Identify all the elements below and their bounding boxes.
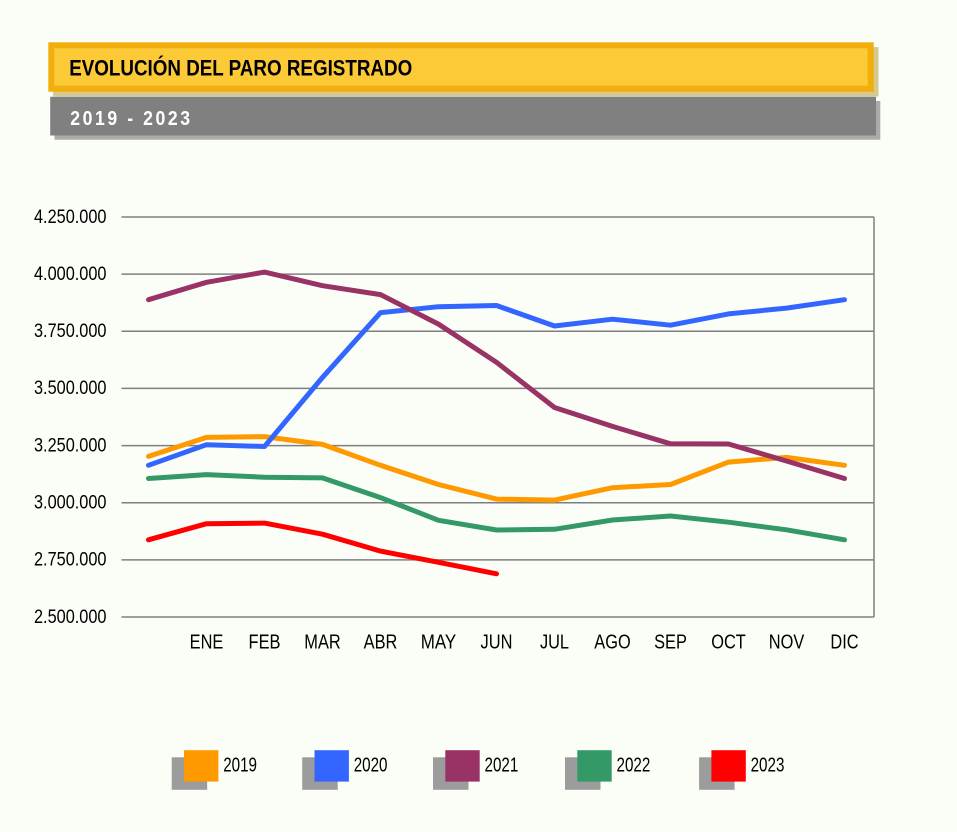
svg-text:2022: 2022 xyxy=(617,755,651,777)
svg-text:2.750.000: 2.750.000 xyxy=(34,550,107,571)
svg-text:ABR: ABR xyxy=(364,632,398,654)
svg-text:ENE: ENE xyxy=(190,632,224,654)
svg-text:2.500.000: 2.500.000 xyxy=(34,607,107,628)
svg-text:EVOLUCIÓN DEL PARO REGISTRADO: EVOLUCIÓN DEL PARO REGISTRADO xyxy=(69,56,412,81)
svg-text:SEP: SEP xyxy=(654,632,687,654)
svg-text:3.250.000: 3.250.000 xyxy=(34,435,107,456)
svg-text:3.750.000: 3.750.000 xyxy=(34,321,107,342)
svg-text:FEB: FEB xyxy=(249,632,281,654)
svg-text:2019 - 2023: 2019 - 2023 xyxy=(70,107,192,130)
svg-text:4.000.000: 4.000.000 xyxy=(34,264,107,285)
svg-text:NOV: NOV xyxy=(769,632,805,654)
svg-text:4.250.000: 4.250.000 xyxy=(34,207,107,228)
svg-text:MAY: MAY xyxy=(421,632,457,654)
svg-text:MAR: MAR xyxy=(304,632,340,654)
svg-text:3.000.000: 3.000.000 xyxy=(34,493,107,514)
svg-text:JUL: JUL xyxy=(540,632,569,654)
svg-text:AGO: AGO xyxy=(594,632,630,654)
svg-text:2023: 2023 xyxy=(751,755,785,777)
svg-text:DIC: DIC xyxy=(830,632,858,654)
svg-text:2020: 2020 xyxy=(354,755,388,777)
svg-text:3.500.000: 3.500.000 xyxy=(34,378,107,399)
svg-text:JUN: JUN xyxy=(481,632,513,654)
svg-text:2019: 2019 xyxy=(223,755,257,777)
svg-text:2021: 2021 xyxy=(485,755,519,777)
svg-text:OCT: OCT xyxy=(711,632,746,654)
